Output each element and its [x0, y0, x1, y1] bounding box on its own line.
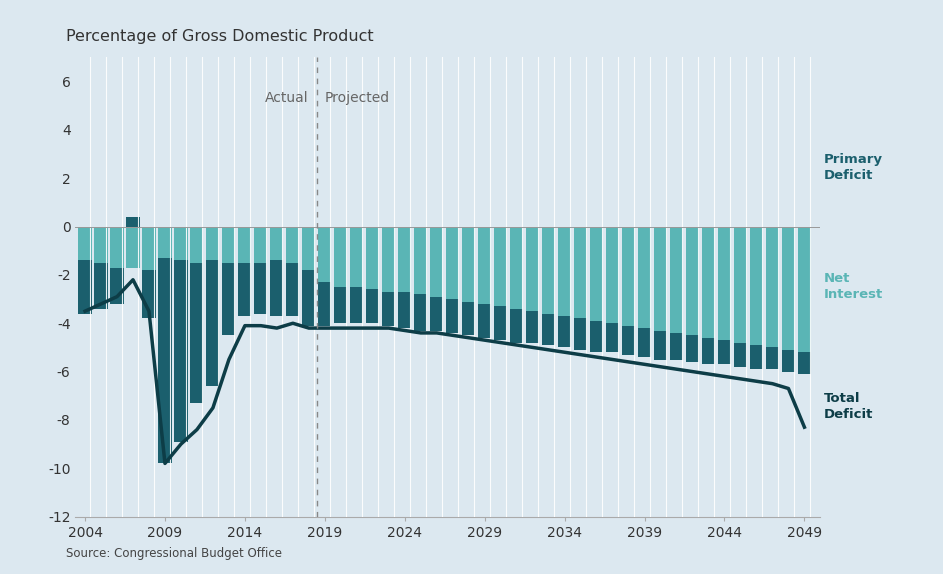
- Bar: [271, 227, 284, 261]
- Bar: [142, 227, 156, 270]
- Bar: [94, 227, 108, 263]
- Text: Actual: Actual: [265, 91, 309, 105]
- Bar: [686, 227, 699, 335]
- Bar: [654, 227, 667, 331]
- Bar: [590, 227, 604, 321]
- Bar: [174, 227, 188, 261]
- Bar: [398, 292, 411, 328]
- Bar: [718, 340, 731, 364]
- Bar: [670, 227, 683, 333]
- Bar: [494, 227, 507, 307]
- Bar: [255, 263, 268, 313]
- Bar: [78, 227, 91, 261]
- Bar: [174, 261, 188, 441]
- Bar: [414, 227, 427, 294]
- Bar: [126, 227, 140, 267]
- Bar: [798, 227, 811, 352]
- Bar: [223, 227, 236, 263]
- Bar: [446, 227, 459, 299]
- Bar: [190, 263, 204, 403]
- Bar: [542, 227, 555, 313]
- Bar: [398, 227, 411, 292]
- Bar: [750, 227, 763, 345]
- Bar: [494, 307, 507, 340]
- Bar: [782, 350, 795, 371]
- Bar: [622, 227, 636, 325]
- Text: Source: Congressional Budget Office: Source: Congressional Budget Office: [66, 547, 282, 560]
- Bar: [558, 227, 571, 316]
- Bar: [638, 227, 651, 328]
- Bar: [287, 227, 300, 263]
- Bar: [782, 227, 795, 350]
- Bar: [766, 347, 779, 369]
- Bar: [702, 227, 715, 338]
- Bar: [190, 227, 204, 263]
- Bar: [207, 227, 220, 261]
- Bar: [478, 304, 491, 338]
- Bar: [510, 227, 523, 309]
- Bar: [382, 227, 395, 292]
- Bar: [462, 301, 475, 335]
- Bar: [606, 227, 620, 323]
- Bar: [126, 217, 140, 227]
- Bar: [303, 270, 315, 325]
- Bar: [750, 345, 763, 369]
- Bar: [542, 313, 555, 345]
- Bar: [654, 331, 667, 359]
- Bar: [158, 227, 172, 258]
- Bar: [78, 261, 91, 313]
- Bar: [319, 227, 331, 282]
- Bar: [734, 227, 747, 343]
- Bar: [766, 227, 779, 347]
- Bar: [798, 352, 811, 374]
- Text: Primary
Deficit: Primary Deficit: [824, 153, 884, 182]
- Bar: [446, 299, 459, 333]
- Bar: [638, 328, 651, 357]
- Bar: [334, 227, 347, 287]
- Bar: [239, 263, 252, 316]
- Bar: [574, 319, 587, 350]
- Bar: [558, 316, 571, 347]
- Text: Net
Interest: Net Interest: [824, 273, 884, 301]
- Bar: [574, 227, 587, 319]
- Bar: [606, 323, 620, 352]
- Bar: [271, 261, 284, 316]
- Bar: [366, 227, 379, 289]
- Bar: [366, 289, 379, 323]
- Bar: [334, 287, 347, 323]
- Text: Percentage of Gross Domestic Product: Percentage of Gross Domestic Product: [66, 29, 373, 44]
- Bar: [223, 263, 236, 335]
- Bar: [350, 227, 363, 287]
- Bar: [430, 227, 443, 297]
- Bar: [478, 227, 491, 304]
- Bar: [734, 343, 747, 367]
- Bar: [255, 227, 268, 263]
- Bar: [414, 294, 427, 331]
- Bar: [287, 263, 300, 316]
- Bar: [142, 270, 156, 319]
- Bar: [94, 263, 108, 309]
- Bar: [622, 325, 636, 355]
- Bar: [350, 287, 363, 323]
- Bar: [526, 311, 539, 343]
- Bar: [239, 227, 252, 263]
- Bar: [303, 227, 315, 270]
- Bar: [670, 333, 683, 359]
- Bar: [110, 267, 124, 304]
- Bar: [590, 321, 604, 352]
- Bar: [319, 282, 331, 325]
- Bar: [462, 227, 475, 301]
- Bar: [510, 309, 523, 343]
- Bar: [382, 292, 395, 325]
- Bar: [207, 261, 220, 386]
- Bar: [430, 297, 443, 331]
- Bar: [526, 227, 539, 311]
- Bar: [110, 227, 124, 267]
- Bar: [718, 227, 731, 340]
- Bar: [686, 335, 699, 362]
- Text: Total
Deficit: Total Deficit: [824, 392, 873, 421]
- Bar: [702, 338, 715, 364]
- Text: Projected: Projected: [324, 91, 390, 105]
- Bar: [158, 258, 172, 463]
